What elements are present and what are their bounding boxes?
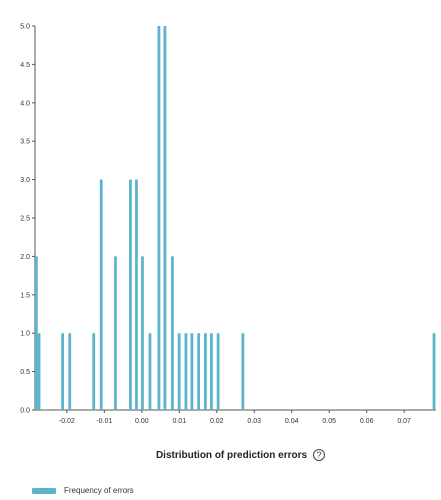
histogram-bar[interactable]: [61, 333, 65, 410]
histogram-bar[interactable]: [216, 333, 220, 410]
histogram-bar[interactable]: [210, 333, 213, 410]
histogram-bar[interactable]: [114, 256, 117, 410]
y-tick-label: 3.5: [20, 139, 30, 146]
x-axis-title: Distribution of prediction errors: [155, 449, 308, 461]
histogram-bar[interactable]: [241, 333, 245, 410]
x-tick-label: 0.04: [285, 418, 299, 425]
y-tick-label: 3.0: [20, 177, 30, 184]
histogram-bar[interactable]: [99, 179, 103, 410]
x-tick-label: 0.07: [397, 418, 411, 425]
y-tick-label: 1.5: [20, 292, 30, 299]
y-tick-label: 2.0: [20, 254, 30, 261]
legend: Frequency of errors: [32, 486, 134, 495]
help-circle-icon[interactable]: ?: [313, 449, 326, 461]
x-tick-label: -0.01: [96, 418, 112, 425]
x-axis-title-row: Distribution of prediction errors ?: [0, 445, 441, 465]
histogram-bar[interactable]: [129, 179, 132, 410]
histogram-bar[interactable]: [163, 26, 167, 410]
histogram-bar[interactable]: [184, 333, 188, 410]
histogram-bar[interactable]: [432, 333, 436, 410]
x-tick-label: 0.06: [360, 418, 374, 425]
y-tick-label: 1.0: [20, 331, 30, 338]
x-tick-label: 0.02: [210, 418, 224, 425]
y-tick-label: 5.0: [20, 24, 30, 31]
histogram-bar[interactable]: [204, 333, 207, 410]
histogram-bar[interactable]: [190, 333, 194, 410]
legend-label: Frequency of errors: [64, 486, 134, 495]
x-tick-label: -0.02: [59, 418, 75, 425]
y-tick-label: 4.5: [20, 62, 30, 69]
y-tick-label: 4.0: [20, 100, 30, 107]
y-axis: 0.0 0.5 1.0 1.5 2.0 2.5 3.0 3.5 4.0 4.5 5.0: [20, 24, 36, 415]
x-tick-label: 0.03: [247, 418, 261, 425]
histogram-bar[interactable]: [177, 333, 181, 410]
y-tick-label: 0.5: [20, 369, 30, 376]
x-axis: -0.02 -0.01 0.00 0.01 0.02 0.03 0.04 0.05 0.06 0.…: [35, 409, 436, 425]
histogram-bar[interactable]: [171, 256, 174, 410]
x-tick-label: 0.01: [172, 418, 186, 425]
y-tick-label: 2.5: [20, 216, 30, 223]
histogram-bar[interactable]: [92, 333, 96, 410]
bars-group: [35, 26, 436, 410]
histogram-bar[interactable]: [197, 333, 201, 410]
legend-swatch: [32, 487, 56, 494]
histogram-bar[interactable]: [37, 333, 41, 410]
histogram-bar[interactable]: [35, 256, 38, 410]
x-tick-label: 0.00: [135, 418, 149, 425]
histogram-bar[interactable]: [68, 333, 72, 410]
histogram-bar[interactable]: [157, 26, 161, 410]
histogram-bar[interactable]: [135, 179, 138, 410]
x-tick-label: 0.05: [322, 418, 336, 425]
histogram-bar[interactable]: [141, 256, 144, 410]
y-tick-label: 0.0: [20, 408, 30, 415]
histogram-bar[interactable]: [148, 333, 152, 410]
